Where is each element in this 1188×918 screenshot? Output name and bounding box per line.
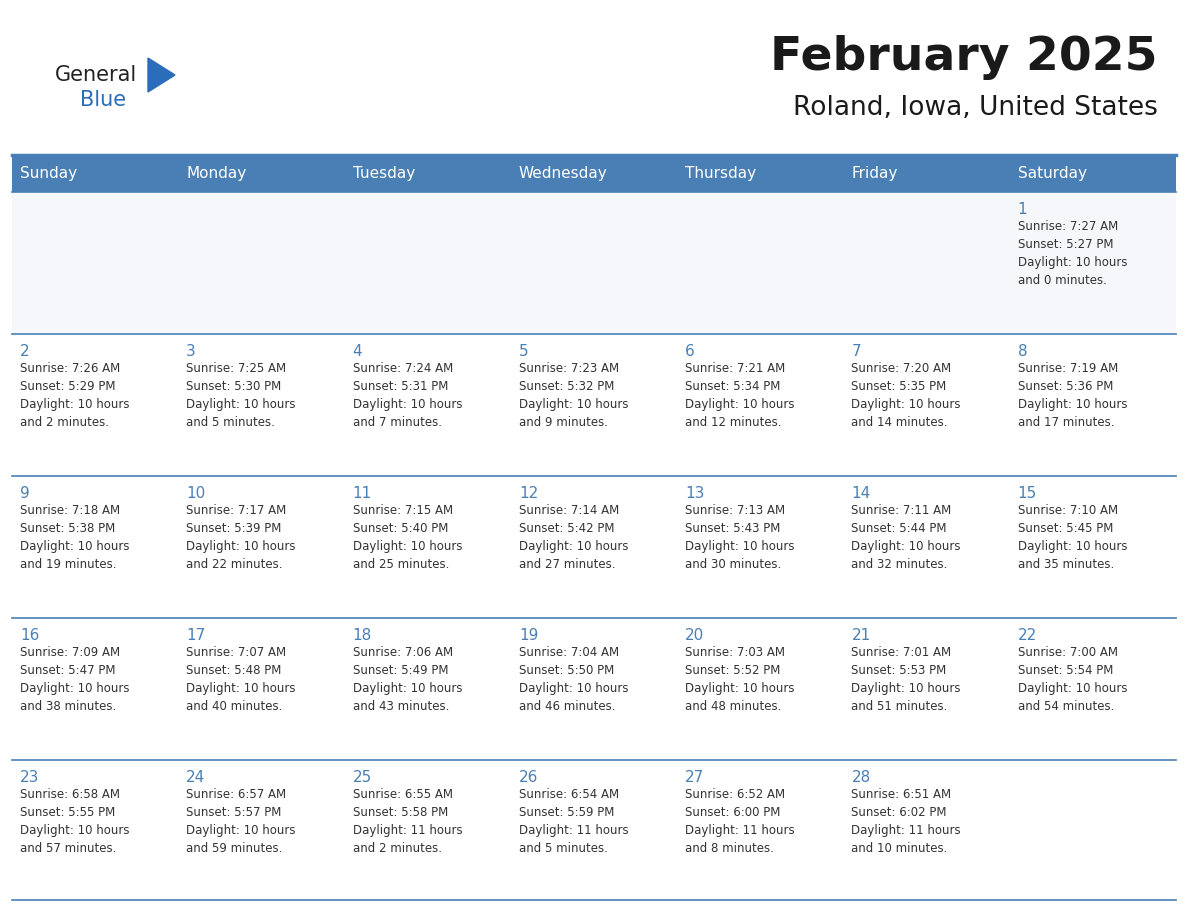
Text: Sunrise: 7:01 AM
Sunset: 5:53 PM
Daylight: 10 hours
and 51 minutes.: Sunrise: 7:01 AM Sunset: 5:53 PM Dayligh…	[852, 646, 961, 713]
Bar	[12, 618, 1176, 760]
Text: Sunrise: 6:51 AM
Sunset: 6:02 PM
Daylight: 11 hours
and 10 minutes.: Sunrise: 6:51 AM Sunset: 6:02 PM Dayligh…	[852, 788, 961, 855]
Text: 19: 19	[519, 628, 538, 643]
Text: 3: 3	[187, 344, 196, 359]
Text: Sunrise: 7:23 AM
Sunset: 5:32 PM
Daylight: 10 hours
and 9 minutes.: Sunrise: 7:23 AM Sunset: 5:32 PM Dayligh…	[519, 362, 628, 429]
Text: Sunrise: 7:14 AM
Sunset: 5:42 PM
Daylight: 10 hours
and 27 minutes.: Sunrise: 7:14 AM Sunset: 5:42 PM Dayligh…	[519, 504, 628, 571]
Text: Sunrise: 7:24 AM
Sunset: 5:31 PM
Daylight: 10 hours
and 7 minutes.: Sunrise: 7:24 AM Sunset: 5:31 PM Dayligh…	[353, 362, 462, 429]
Text: Thursday: Thursday	[685, 166, 757, 181]
Text: 8: 8	[1018, 344, 1028, 359]
Text: Sunrise: 7:17 AM
Sunset: 5:39 PM
Daylight: 10 hours
and 22 minutes.: Sunrise: 7:17 AM Sunset: 5:39 PM Dayligh…	[187, 504, 296, 571]
Text: 20: 20	[685, 628, 704, 643]
Text: Sunrise: 7:13 AM
Sunset: 5:43 PM
Daylight: 10 hours
and 30 minutes.: Sunrise: 7:13 AM Sunset: 5:43 PM Dayligh…	[685, 504, 795, 571]
Text: Sunrise: 6:54 AM
Sunset: 5:59 PM
Daylight: 11 hours
and 5 minutes.: Sunrise: 6:54 AM Sunset: 5:59 PM Dayligh…	[519, 788, 628, 855]
Text: 4: 4	[353, 344, 362, 359]
Text: Sunrise: 7:04 AM
Sunset: 5:50 PM
Daylight: 10 hours
and 46 minutes.: Sunrise: 7:04 AM Sunset: 5:50 PM Dayligh…	[519, 646, 628, 713]
Bar	[12, 192, 1176, 334]
Text: Monday: Monday	[187, 166, 247, 181]
Text: Blue: Blue	[80, 90, 126, 110]
Text: 6: 6	[685, 344, 695, 359]
Text: 17: 17	[187, 628, 206, 643]
Text: Sunrise: 7:20 AM
Sunset: 5:35 PM
Daylight: 10 hours
and 14 minutes.: Sunrise: 7:20 AM Sunset: 5:35 PM Dayligh…	[852, 362, 961, 429]
Text: 27: 27	[685, 770, 704, 785]
Text: Sunrise: 6:52 AM
Sunset: 6:00 PM
Daylight: 11 hours
and 8 minutes.: Sunrise: 6:52 AM Sunset: 6:00 PM Dayligh…	[685, 788, 795, 855]
Text: 11: 11	[353, 486, 372, 501]
Text: 23: 23	[20, 770, 39, 785]
Text: 9: 9	[20, 486, 30, 501]
Text: 26: 26	[519, 770, 538, 785]
Text: Saturday: Saturday	[1018, 166, 1087, 181]
Text: Sunrise: 7:00 AM
Sunset: 5:54 PM
Daylight: 10 hours
and 54 minutes.: Sunrise: 7:00 AM Sunset: 5:54 PM Dayligh…	[1018, 646, 1127, 713]
Text: Sunrise: 7:21 AM
Sunset: 5:34 PM
Daylight: 10 hours
and 12 minutes.: Sunrise: 7:21 AM Sunset: 5:34 PM Dayligh…	[685, 362, 795, 429]
Text: General: General	[55, 65, 138, 85]
Text: Sunrise: 7:07 AM
Sunset: 5:48 PM
Daylight: 10 hours
and 40 minutes.: Sunrise: 7:07 AM Sunset: 5:48 PM Dayligh…	[187, 646, 296, 713]
Text: Sunrise: 7:27 AM
Sunset: 5:27 PM
Daylight: 10 hours
and 0 minutes.: Sunrise: 7:27 AM Sunset: 5:27 PM Dayligh…	[1018, 220, 1127, 287]
Text: Sunrise: 6:57 AM
Sunset: 5:57 PM
Daylight: 10 hours
and 59 minutes.: Sunrise: 6:57 AM Sunset: 5:57 PM Dayligh…	[187, 788, 296, 855]
Bar	[12, 476, 1176, 618]
Text: Sunrise: 7:03 AM
Sunset: 5:52 PM
Daylight: 10 hours
and 48 minutes.: Sunrise: 7:03 AM Sunset: 5:52 PM Dayligh…	[685, 646, 795, 713]
Text: Sunrise: 7:15 AM
Sunset: 5:40 PM
Daylight: 10 hours
and 25 minutes.: Sunrise: 7:15 AM Sunset: 5:40 PM Dayligh…	[353, 504, 462, 571]
Text: Wednesday: Wednesday	[519, 166, 607, 181]
Text: 25: 25	[353, 770, 372, 785]
Text: Tuesday: Tuesday	[353, 166, 415, 181]
Text: Sunrise: 7:06 AM
Sunset: 5:49 PM
Daylight: 10 hours
and 43 minutes.: Sunrise: 7:06 AM Sunset: 5:49 PM Dayligh…	[353, 646, 462, 713]
Text: Roland, Iowa, United States: Roland, Iowa, United States	[794, 95, 1158, 121]
Text: 7: 7	[852, 344, 861, 359]
Bar	[12, 334, 1176, 476]
Bar	[12, 760, 1176, 900]
Text: 15: 15	[1018, 486, 1037, 501]
Text: Sunrise: 7:25 AM
Sunset: 5:30 PM
Daylight: 10 hours
and 5 minutes.: Sunrise: 7:25 AM Sunset: 5:30 PM Dayligh…	[187, 362, 296, 429]
Text: 28: 28	[852, 770, 871, 785]
Text: Sunrise: 7:10 AM
Sunset: 5:45 PM
Daylight: 10 hours
and 35 minutes.: Sunrise: 7:10 AM Sunset: 5:45 PM Dayligh…	[1018, 504, 1127, 571]
Text: 14: 14	[852, 486, 871, 501]
Text: Sunrise: 6:55 AM
Sunset: 5:58 PM
Daylight: 11 hours
and 2 minutes.: Sunrise: 6:55 AM Sunset: 5:58 PM Dayligh…	[353, 788, 462, 855]
Text: 10: 10	[187, 486, 206, 501]
Text: 13: 13	[685, 486, 704, 501]
Text: 21: 21	[852, 628, 871, 643]
Text: 12: 12	[519, 486, 538, 501]
Text: Sunrise: 6:58 AM
Sunset: 5:55 PM
Daylight: 10 hours
and 57 minutes.: Sunrise: 6:58 AM Sunset: 5:55 PM Dayligh…	[20, 788, 129, 855]
Text: 5: 5	[519, 344, 529, 359]
Text: 18: 18	[353, 628, 372, 643]
Text: February 2025: February 2025	[771, 36, 1158, 81]
Text: Sunrise: 7:09 AM
Sunset: 5:47 PM
Daylight: 10 hours
and 38 minutes.: Sunrise: 7:09 AM Sunset: 5:47 PM Dayligh…	[20, 646, 129, 713]
Polygon shape	[148, 58, 175, 92]
Text: 24: 24	[187, 770, 206, 785]
Text: 16: 16	[20, 628, 39, 643]
Text: Sunrise: 7:26 AM
Sunset: 5:29 PM
Daylight: 10 hours
and 2 minutes.: Sunrise: 7:26 AM Sunset: 5:29 PM Dayligh…	[20, 362, 129, 429]
Text: Sunrise: 7:18 AM
Sunset: 5:38 PM
Daylight: 10 hours
and 19 minutes.: Sunrise: 7:18 AM Sunset: 5:38 PM Dayligh…	[20, 504, 129, 571]
Text: 22: 22	[1018, 628, 1037, 643]
Text: 1: 1	[1018, 202, 1028, 217]
Text: 2: 2	[20, 344, 30, 359]
Text: Sunrise: 7:11 AM
Sunset: 5:44 PM
Daylight: 10 hours
and 32 minutes.: Sunrise: 7:11 AM Sunset: 5:44 PM Dayligh…	[852, 504, 961, 571]
Text: Sunday: Sunday	[20, 166, 77, 181]
Text: Sunrise: 7:19 AM
Sunset: 5:36 PM
Daylight: 10 hours
and 17 minutes.: Sunrise: 7:19 AM Sunset: 5:36 PM Dayligh…	[1018, 362, 1127, 429]
Bar	[12, 155, 1176, 192]
Text: Friday: Friday	[852, 166, 898, 181]
